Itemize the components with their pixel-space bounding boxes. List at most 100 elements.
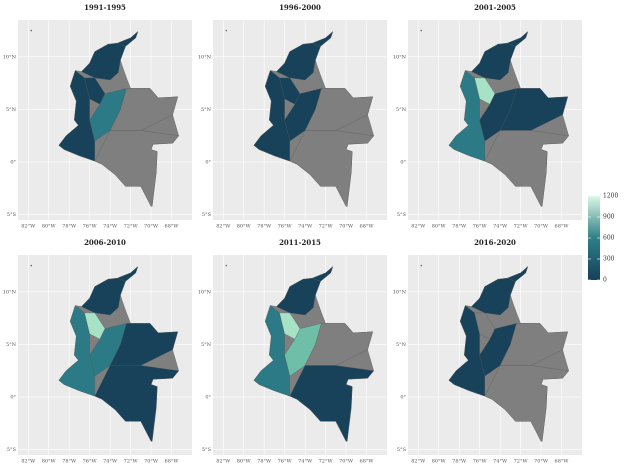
x-tick-label: 70°W	[534, 459, 549, 465]
x-tick-label: 78°W	[257, 224, 272, 230]
y-tick-label: 5°S	[7, 447, 17, 453]
department-region	[289, 365, 374, 442]
department-region	[311, 31, 334, 47]
x-tick-label: 70°W	[339, 224, 354, 230]
y-tick-label: 0°	[400, 395, 406, 401]
department-region	[506, 266, 529, 282]
map-panel: 2001-2005 82°W 80°W 78°W 76°W 74°W 72°W 70°W 68°…	[393, 3, 582, 230]
x-tick-label: 72°W	[514, 224, 529, 230]
x-tick-label: 78°W	[452, 459, 467, 465]
department-region	[448, 305, 485, 397]
y-tick-label: 10°N	[393, 289, 407, 295]
y-tick-label: 5°N	[201, 342, 212, 348]
x-tick-label: 78°W	[62, 459, 77, 465]
x-tick-label: 70°W	[534, 224, 549, 230]
y-tick-label: 5°S	[397, 212, 407, 218]
x-tick-label: 80°W	[237, 459, 252, 465]
y-tick-label: 5°S	[397, 447, 407, 453]
x-tick-label: 74°W	[103, 224, 118, 230]
panel-title: 1996-2000	[279, 3, 321, 12]
department-region	[499, 323, 568, 366]
x-tick-label: 82°W	[216, 459, 231, 465]
map-panel: 1996-2000 82°W 80°W 78°W 76°W 74°W 72°W 70°W 68°…	[198, 3, 387, 230]
x-tick-label: 72°W	[124, 459, 139, 465]
y-tick-label: 5°N	[396, 107, 407, 113]
y-tick-label: 0°	[10, 160, 16, 166]
panel-title: 2011-2015	[279, 238, 321, 247]
x-tick-label: 80°W	[237, 224, 252, 230]
x-tick-label: 82°W	[411, 224, 426, 230]
y-tick-label: 0°	[205, 160, 211, 166]
department-region	[311, 266, 334, 282]
x-tick-label: 74°W	[493, 224, 508, 230]
department-region	[116, 31, 139, 47]
department-region	[304, 88, 373, 131]
y-tick-label: 5°S	[7, 212, 17, 218]
x-tick-label: 78°W	[62, 224, 77, 230]
department-region	[94, 365, 179, 442]
x-tick-label: 76°W	[473, 224, 488, 230]
x-tick-label: 68°W	[555, 459, 570, 465]
x-tick-label: 72°W	[319, 459, 334, 465]
department-region	[109, 323, 178, 366]
x-tick-label: 82°W	[411, 459, 426, 465]
y-tick-label: 10°N	[3, 289, 17, 295]
department-region	[499, 88, 568, 131]
map-panel: 1991-1995 82°W 80°W 78°W 76°W 74°W 72°W 70°W 68°…	[3, 3, 192, 230]
x-tick-label: 68°W	[165, 459, 180, 465]
x-tick-label: 72°W	[319, 224, 334, 230]
x-tick-label: 78°W	[257, 459, 272, 465]
x-tick-label: 82°W	[21, 224, 36, 230]
island-point	[225, 264, 228, 267]
x-tick-label: 76°W	[278, 459, 293, 465]
map-panel: 2006-2010 82°W 80°W 78°W 76°W 74°W 72°W 70°W 68°…	[3, 238, 192, 465]
y-tick-label: 5°N	[396, 342, 407, 348]
map-panel: 2011-2015 82°W 80°W 78°W 76°W 74°W 72°W 70°W 68°…	[198, 238, 387, 465]
x-tick-label: 74°W	[298, 224, 313, 230]
panel-title: 2006-2010	[84, 238, 126, 247]
department-region	[253, 305, 290, 397]
y-tick-label: 5°S	[202, 212, 212, 218]
y-tick-label: 10°N	[198, 54, 212, 60]
island-point	[420, 29, 423, 32]
colorbar-label: 0	[603, 277, 607, 284]
x-tick-label: 70°W	[339, 459, 354, 465]
y-tick-label: 10°N	[3, 54, 17, 60]
map-panel: 2016-2020 82°W 80°W 78°W 76°W 74°W 72°W 70°W 68°…	[393, 238, 582, 465]
department-region	[304, 323, 373, 366]
y-tick-label: 0°	[400, 160, 406, 166]
island-point	[225, 29, 228, 32]
y-tick-label: 5°S	[202, 447, 212, 453]
x-tick-label: 80°W	[432, 224, 447, 230]
panel-title: 1991-1995	[84, 3, 126, 12]
x-tick-label: 70°W	[144, 224, 159, 230]
x-tick-label: 80°W	[42, 459, 57, 465]
department-region	[94, 130, 179, 207]
x-tick-label: 80°W	[42, 224, 57, 230]
department-region	[58, 305, 95, 397]
panel-title: 2001-2005	[474, 3, 516, 12]
department-region	[484, 365, 569, 442]
x-tick-label: 68°W	[165, 224, 180, 230]
island-point	[30, 29, 33, 32]
department-region	[506, 31, 529, 47]
x-tick-label: 68°W	[555, 224, 570, 230]
x-tick-label: 76°W	[278, 224, 293, 230]
x-tick-label: 82°W	[216, 224, 231, 230]
x-tick-label: 74°W	[298, 459, 313, 465]
x-tick-label: 76°W	[473, 459, 488, 465]
colorbar-label: 900	[603, 214, 615, 221]
x-tick-label: 80°W	[432, 459, 447, 465]
colorbar-label: 300	[603, 256, 615, 263]
x-tick-label: 72°W	[514, 459, 529, 465]
y-tick-label: 0°	[205, 395, 211, 401]
colorbar-label: 1200	[603, 193, 618, 200]
department-region	[448, 70, 485, 162]
y-tick-label: 10°N	[198, 289, 212, 295]
x-tick-label: 68°W	[360, 459, 375, 465]
department-region	[289, 130, 374, 207]
island-point	[30, 264, 33, 267]
panel-title: 2016-2020	[474, 238, 516, 247]
colorbar-label: 600	[603, 235, 615, 242]
